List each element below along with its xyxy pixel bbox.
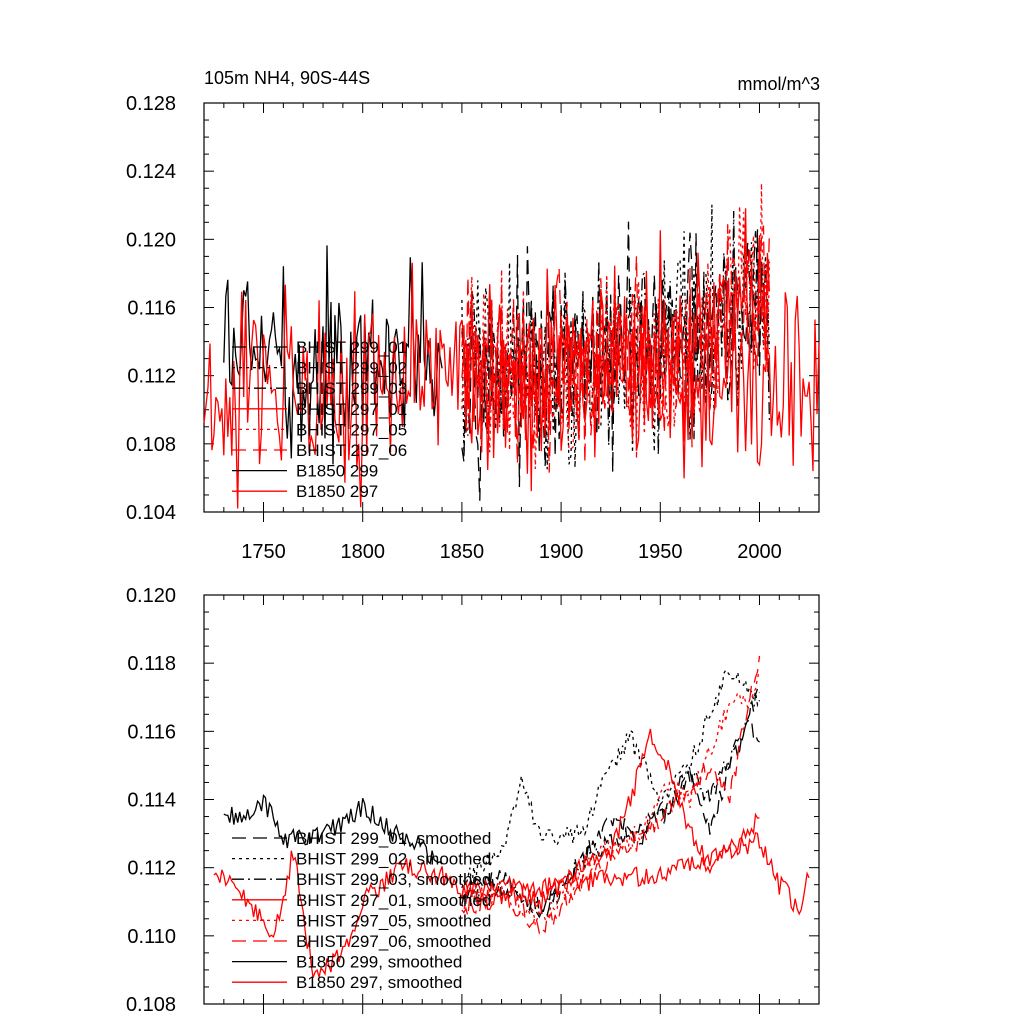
y-tick-label: 0.116 — [127, 721, 176, 743]
top-y-axis: 0.104 0.108 0.112 0.116 0.120 0.124 0.128 — [126, 93, 819, 524]
y-tick-label: 0.124 — [126, 161, 176, 183]
legend-label: BHIST 299_01, smoothed — [296, 829, 491, 848]
legend-label: BHIST 297_01, smoothed — [296, 891, 491, 910]
legend-label: BHIST 297_05 — [296, 420, 407, 439]
top-panel: 0.104 0.108 0.112 0.116 0.120 0.124 0.128 1750… — [126, 93, 820, 563]
series-line — [461, 687, 761, 916]
series-line — [461, 183, 771, 470]
top-x-axis: 1750 1800 1850 1900 1950 2000 — [223, 103, 820, 563]
x-tick-label: 1750 — [241, 541, 286, 563]
series-line — [461, 668, 761, 889]
legend-label: BHIST 297_05, smoothed — [296, 911, 491, 930]
bottom-y-axis: 0.108 0.110 0.112 0.114 0.116 0.118 0.120 — [126, 585, 819, 1016]
y-tick-label: 0.112 — [127, 858, 176, 880]
legend-label: B1850 297 — [296, 482, 378, 501]
y-tick-label: 0.128 — [126, 93, 176, 115]
x-tick-label: 1850 — [440, 541, 485, 563]
x-tick-label: 1900 — [539, 541, 584, 563]
series-line — [203, 262, 820, 509]
series-line — [223, 794, 443, 865]
legend-label: B1850 297, smoothed — [296, 973, 462, 992]
y-tick-label: 0.110 — [127, 926, 176, 948]
top-series-group — [203, 183, 820, 509]
y-tick-label: 0.108 — [126, 994, 176, 1016]
bottom-series-group — [213, 655, 810, 978]
x-tick-label: 1950 — [638, 541, 683, 563]
series-line — [213, 832, 810, 978]
legend-label: BHIST 299_02 — [296, 359, 407, 378]
legend-label: BHIST 299_03 — [296, 379, 407, 398]
y-tick-label: 0.112 — [127, 366, 176, 388]
y-tick-label: 0.104 — [126, 502, 176, 524]
legend-label: BHIST 299_01 — [296, 338, 407, 357]
y-tick-label: 0.120 — [126, 229, 176, 251]
bottom-x-axis — [223, 595, 820, 1014]
legend-label: BHIST 297_06 — [296, 441, 407, 460]
chart-title: 105m NH4, 90S-44S — [204, 68, 370, 88]
y-tick-label: 0.120 — [126, 585, 176, 607]
units-label: mmol/m^3 — [738, 74, 820, 94]
y-tick-label: 0.108 — [126, 434, 176, 456]
series-line — [461, 670, 761, 925]
y-tick-label: 0.116 — [127, 298, 176, 320]
series-line — [461, 728, 760, 912]
legend-label: BHIST 297_01 — [296, 400, 407, 419]
series-line — [461, 224, 771, 473]
x-tick-label: 1800 — [340, 541, 385, 563]
bottom-panel: 0.108 0.110 0.112 0.114 0.116 0.118 0.120 BHIS… — [126, 585, 820, 1016]
legend-label: BHIST 297_06, smoothed — [296, 932, 491, 951]
legend-label: B1850 299 — [296, 462, 378, 481]
y-tick-label: 0.114 — [127, 790, 176, 812]
legend-label: BHIST 299_02, smoothed — [296, 850, 491, 869]
bottom-legend: BHIST 299_01, smoothed BHIST 299_02, smoo… — [232, 829, 491, 992]
x-tick-label: 2000 — [737, 541, 782, 563]
y-tick-label: 0.118 — [127, 653, 176, 675]
series-line — [461, 655, 761, 935]
legend-label: BHIST 299_03, smoothed — [296, 870, 491, 889]
legend-label: B1850 299, smoothed — [296, 953, 462, 972]
series-line — [461, 718, 760, 919]
